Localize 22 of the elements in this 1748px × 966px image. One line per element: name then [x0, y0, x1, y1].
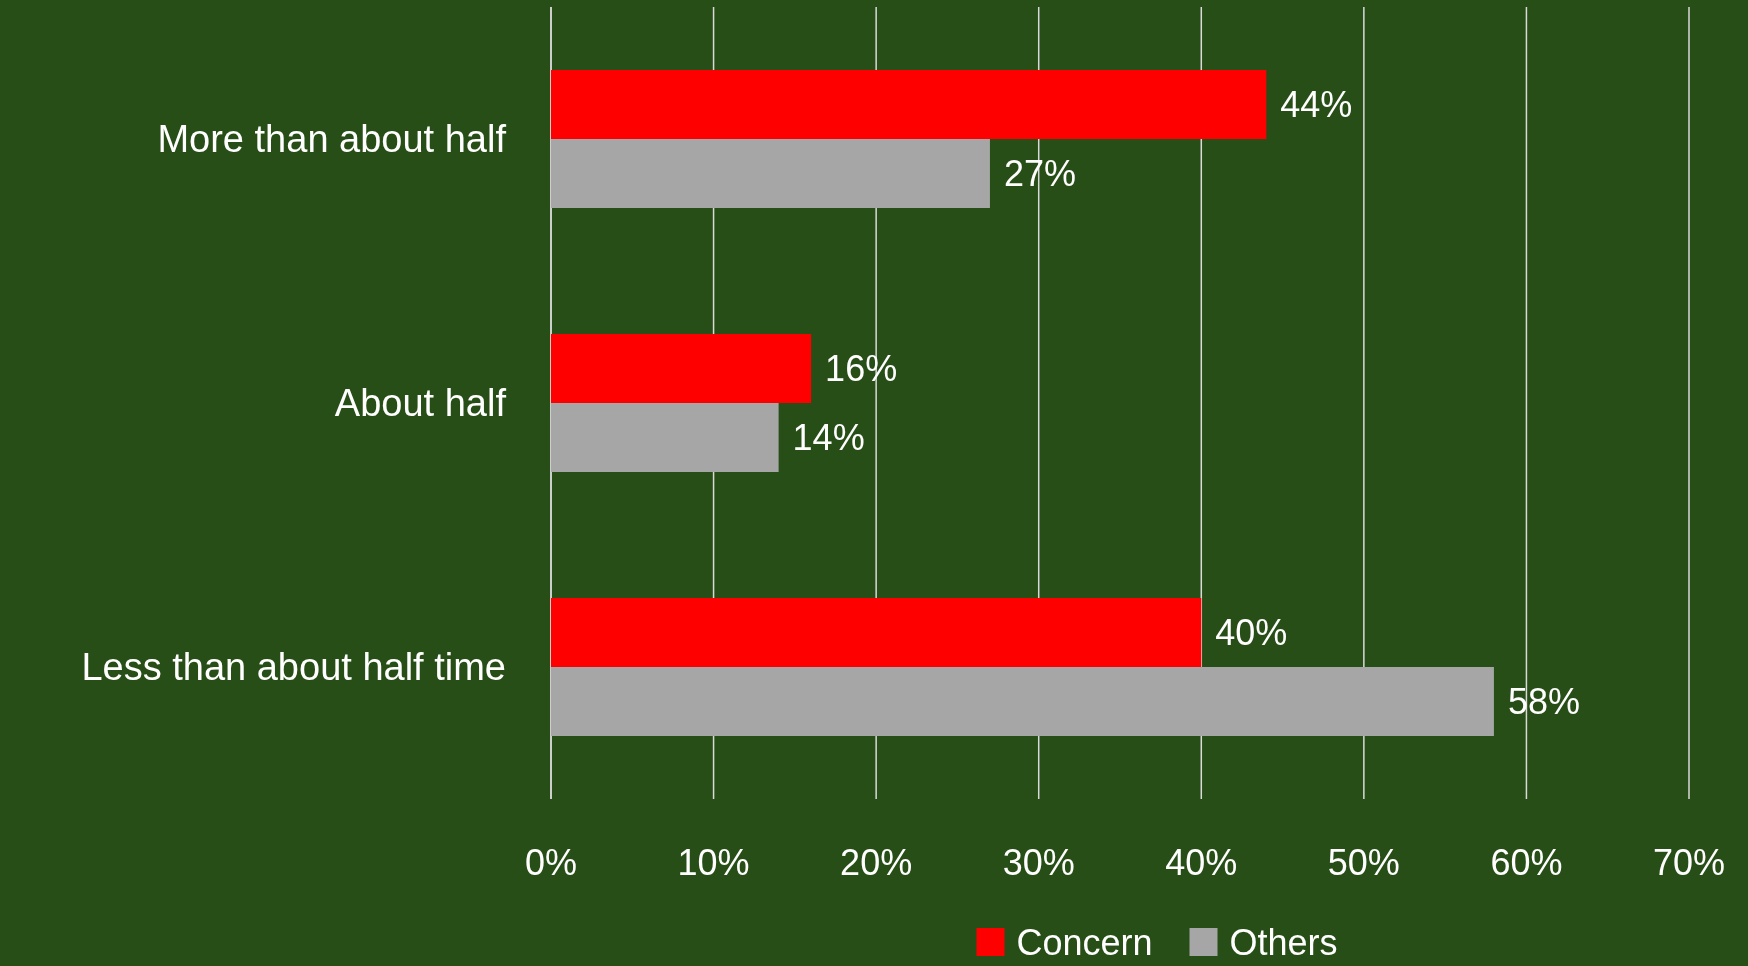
x-tick-label: 50%	[1327, 841, 1400, 883]
x-tick-label: 40%	[1165, 841, 1238, 883]
y-tick-label: About half	[334, 382, 507, 425]
x-tick-label: 10%	[677, 841, 750, 883]
bar	[551, 334, 812, 403]
bar	[551, 70, 1267, 139]
bar	[551, 139, 990, 208]
x-tick-label: 60%	[1490, 841, 1563, 883]
y-tick-label: More than about half	[157, 118, 507, 161]
data-label: 40%	[1215, 612, 1288, 654]
x-tick-label: 30%	[1002, 841, 1075, 883]
bar	[551, 667, 1494, 736]
legend-label: Others	[1229, 921, 1338, 963]
x-tick-label: 0%	[524, 841, 578, 883]
x-tick-label: 20%	[840, 841, 913, 883]
legend-label: Concern	[1016, 921, 1153, 963]
data-label: 14%	[792, 417, 865, 459]
y-tick-label: Less than about half time	[81, 646, 506, 689]
bar	[551, 598, 1202, 667]
x-tick-label: 70%	[1652, 841, 1726, 883]
data-label: 44%	[1280, 84, 1353, 126]
bar	[551, 403, 779, 472]
